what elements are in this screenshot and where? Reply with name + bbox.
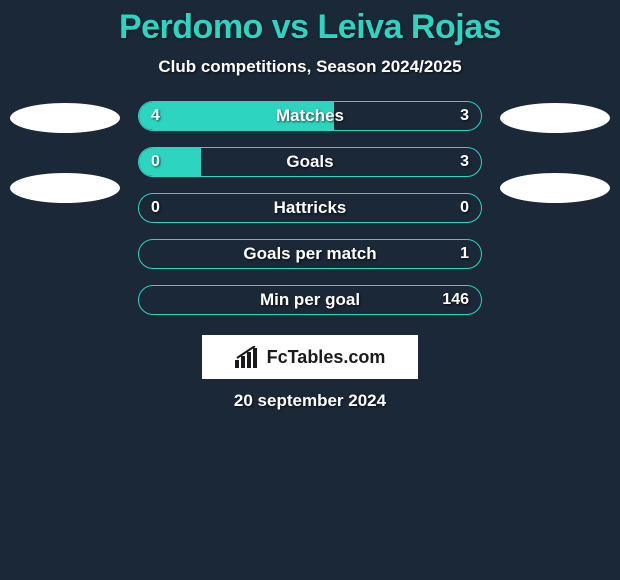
stat-label: Min per goal bbox=[139, 286, 481, 314]
stat-label: Goals bbox=[139, 148, 481, 176]
page-subtitle: Club competitions, Season 2024/2025 bbox=[0, 57, 620, 77]
player-right-avatar-alt bbox=[500, 173, 610, 203]
stat-value-right: 1 bbox=[460, 240, 469, 268]
stat-bars: 4Matches30Goals30Hattricks0Goals per mat… bbox=[138, 101, 482, 315]
stat-label: Goals per match bbox=[139, 240, 481, 268]
stat-value-right: 146 bbox=[442, 286, 469, 314]
stats-area: 4Matches30Goals30Hattricks0Goals per mat… bbox=[0, 101, 620, 315]
left-avatar-col bbox=[10, 101, 120, 203]
brand-badge[interactable]: FcTables.com bbox=[202, 335, 418, 379]
stat-value-right: 3 bbox=[460, 148, 469, 176]
stat-bar-goals: 0Goals3 bbox=[138, 147, 482, 177]
player-left-avatar-alt bbox=[10, 173, 120, 203]
stat-label: Hattricks bbox=[139, 194, 481, 222]
comparison-card: Perdomo vs Leiva Rojas Club competitions… bbox=[0, 0, 620, 411]
stat-label: Matches bbox=[139, 102, 481, 130]
stat-value-right: 0 bbox=[460, 194, 469, 222]
page-title: Perdomo vs Leiva Rojas bbox=[0, 8, 620, 47]
stat-bar-hattricks: 0Hattricks0 bbox=[138, 193, 482, 223]
stat-bar-matches: 4Matches3 bbox=[138, 101, 482, 131]
footer-date: 20 september 2024 bbox=[0, 391, 620, 411]
brand-chart-icon bbox=[235, 346, 261, 368]
right-avatar-col bbox=[500, 101, 610, 203]
stat-value-right: 3 bbox=[460, 102, 469, 130]
stat-bar-goals-per-match: Goals per match1 bbox=[138, 239, 482, 269]
player-left-avatar bbox=[10, 103, 120, 133]
stat-bar-min-per-goal: Min per goal146 bbox=[138, 285, 482, 315]
brand-text: FcTables.com bbox=[267, 347, 386, 368]
player-right-avatar bbox=[500, 103, 610, 133]
